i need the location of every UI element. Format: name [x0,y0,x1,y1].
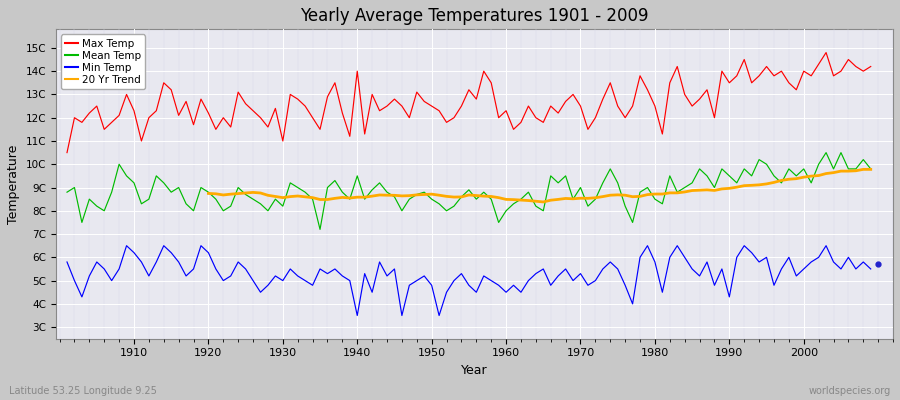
Title: Yearly Average Temperatures 1901 - 2009: Yearly Average Temperatures 1901 - 2009 [301,7,649,25]
Text: Latitude 53.25 Longitude 9.25: Latitude 53.25 Longitude 9.25 [9,386,157,396]
Legend: Max Temp, Mean Temp, Min Temp, 20 Yr Trend: Max Temp, Mean Temp, Min Temp, 20 Yr Tre… [61,34,145,89]
Text: worldspecies.org: worldspecies.org [809,386,891,396]
X-axis label: Year: Year [461,364,488,377]
Y-axis label: Temperature: Temperature [7,144,20,224]
